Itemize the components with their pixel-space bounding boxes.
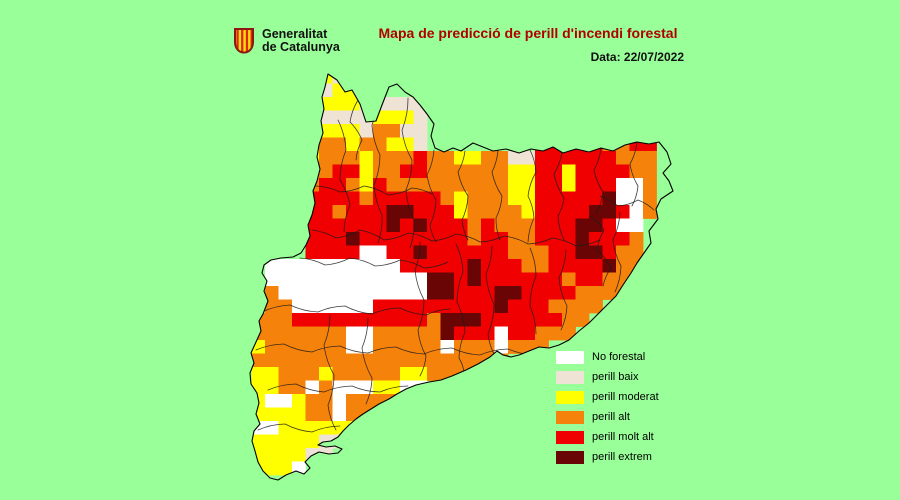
logo-org-line2: de Catalunya — [262, 40, 340, 54]
legend-item: perill extrem — [556, 447, 659, 467]
legend-swatch-perill-moderat — [556, 390, 584, 404]
legend-swatch-perill-alt — [556, 410, 584, 424]
date-label: Data: 22/07/2022 — [590, 50, 684, 64]
legend-swatch-perill-molt-alt — [556, 430, 584, 444]
legend-label: perill extrem — [592, 451, 652, 463]
page-title: Mapa de predicció de perill d'incendi fo… — [378, 25, 678, 41]
legend-label: perill alt — [592, 411, 630, 423]
generalitat-shield-icon — [234, 28, 254, 54]
legend-label: No forestal — [592, 351, 646, 363]
legend-item: perill molt alt — [556, 427, 659, 447]
legend-label: perill moderat — [592, 391, 659, 403]
legend-label: perill molt alt — [592, 431, 654, 443]
catalonia-outline — [249, 73, 674, 481]
legend-item: perill baix — [556, 367, 659, 387]
legend-item: perill moderat — [556, 387, 659, 407]
generalitat-logo: Generalitat de Catalunya — [233, 27, 340, 55]
legend-swatch-perill-baix — [556, 370, 584, 384]
legend-item: No forestal — [556, 347, 659, 367]
legend: No forestal perill baix perill moderat p… — [556, 347, 659, 467]
legend-swatch-perill-extrem — [556, 450, 584, 464]
comarca-borders — [255, 77, 655, 433]
legend-item: perill alt — [556, 407, 659, 427]
logo-org-line1: Generalitat — [262, 27, 328, 41]
legend-label: perill baix — [592, 371, 639, 383]
legend-swatch-no-forestal — [556, 350, 584, 364]
